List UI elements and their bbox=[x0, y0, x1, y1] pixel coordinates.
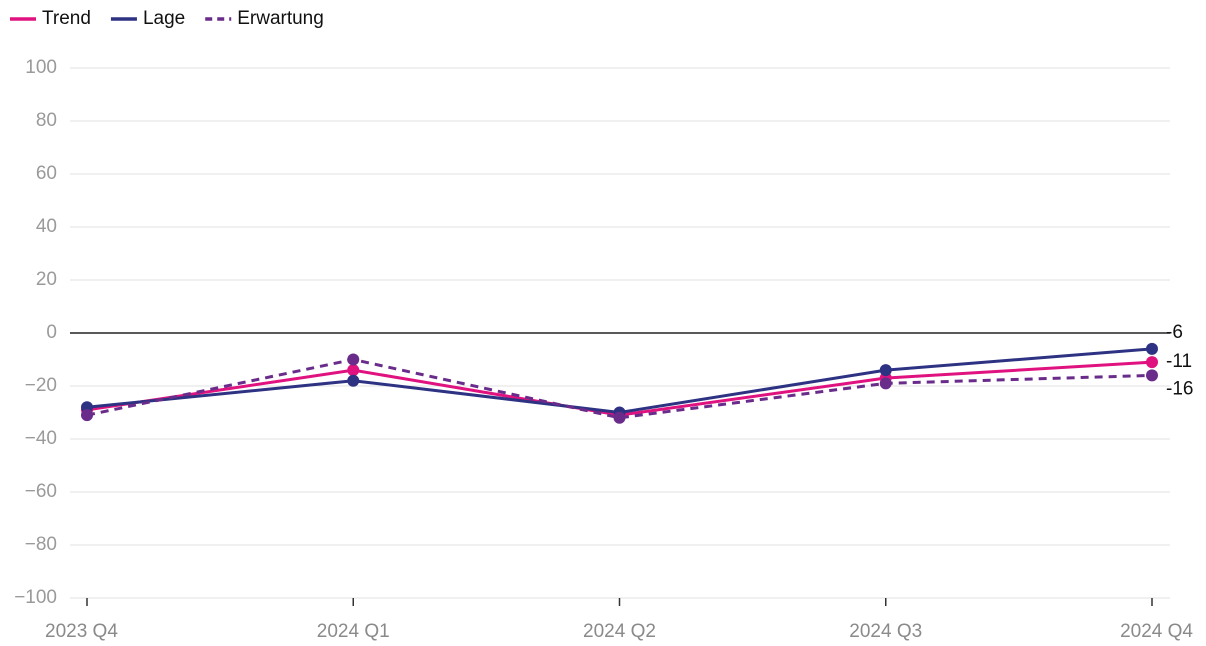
data-point bbox=[1146, 369, 1158, 382]
end-label: -16 bbox=[1166, 378, 1193, 399]
x-tick-label: 2024 Q3 bbox=[849, 621, 922, 642]
end-label: -6 bbox=[1166, 322, 1183, 343]
legend-label: Trend bbox=[42, 8, 91, 29]
data-point bbox=[1146, 342, 1158, 355]
y-tick-label: 60 bbox=[36, 163, 57, 184]
data-point bbox=[347, 353, 360, 366]
x-tick-label: 2024 Q2 bbox=[583, 621, 656, 642]
y-tick-label: −40 bbox=[25, 428, 57, 449]
y-tick-label: −80 bbox=[25, 534, 57, 555]
legend-label: Erwartung bbox=[237, 8, 324, 29]
y-tick-label: 40 bbox=[36, 216, 57, 237]
y-tick-label: −60 bbox=[25, 481, 57, 502]
x-tick-label: 2023 Q4 bbox=[45, 621, 118, 642]
x-tick-label: 2024 Q4 bbox=[1120, 621, 1193, 642]
legend-label: Lage bbox=[143, 8, 185, 29]
data-point bbox=[81, 409, 93, 422]
x-tick-label: 2024 Q1 bbox=[317, 621, 390, 642]
series-line bbox=[86, 357, 1153, 420]
data-point bbox=[613, 411, 626, 424]
y-tick-label: 100 bbox=[25, 57, 57, 78]
data-point bbox=[347, 364, 360, 377]
data-point bbox=[347, 374, 360, 387]
data-point bbox=[879, 364, 892, 377]
y-tick-label: −20 bbox=[25, 375, 57, 396]
series-line bbox=[86, 347, 1153, 415]
data-point bbox=[1146, 356, 1158, 369]
data-point bbox=[879, 377, 892, 390]
end-label: -11 bbox=[1166, 351, 1192, 372]
y-tick-label: 80 bbox=[36, 110, 57, 131]
y-tick-label: 20 bbox=[36, 269, 57, 290]
y-tick-label: −100 bbox=[14, 587, 57, 608]
y-tick-label: 0 bbox=[46, 322, 57, 343]
